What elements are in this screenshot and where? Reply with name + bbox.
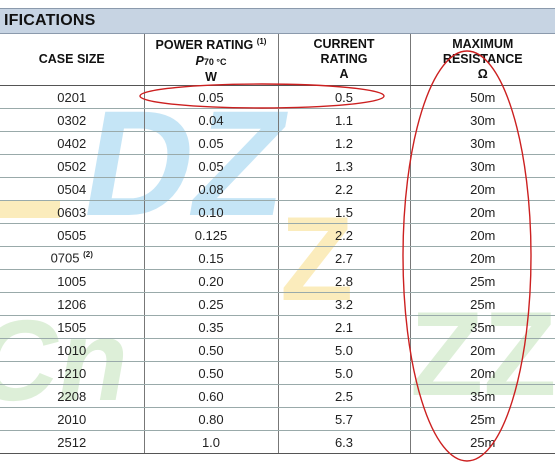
case-size-cell: 2512 [0,430,145,454]
power-rating-cell: 0.05 [144,85,279,109]
power-rating-cell: 0.60 [144,384,279,408]
current-rating-cell: 1.3 [278,154,411,178]
power-rating-cell: 0.80 [144,407,279,431]
case-size-cell: 0705 (2) [0,246,145,270]
table-row: 1206 0.25 3.2 25m [0,292,555,316]
case-size-cell: 1005 [0,269,145,293]
max-resistance-cell: 35m [410,384,555,408]
power-rating-cell: 0.50 [144,361,279,385]
current-rating-cell: 5.0 [278,338,411,362]
case-size-cell: 1505 [0,315,145,339]
max-resistance-cell: 35m [410,315,555,339]
case-size-cell: 0603 [0,200,145,224]
case-size-cell: 0504 [0,177,145,201]
power-rating-cell: 1.0 [144,430,279,454]
table-row: 0502 0.05 1.3 30m [0,154,555,178]
max-resistance-cell: 30m [410,108,555,132]
table-row: 1010 0.50 5.0 20m [0,338,555,362]
table-row: 0505 0.125 2.2 20m [0,223,555,247]
table-row: 0705 (2) 0.15 2.7 20m [0,246,555,270]
current-rating-cell: 5.0 [278,361,411,385]
max-resistance-cell: 20m [410,361,555,385]
max-resistance-cell: 20m [410,177,555,201]
case-size-cell: 0402 [0,131,145,155]
table-row: 2010 0.80 5.7 25m [0,407,555,431]
power-rating-cell: 0.04 [144,108,279,132]
case-size-cell: 0502 [0,154,145,178]
table-row: 1005 0.20 2.8 25m [0,269,555,293]
case-size-cell: 0505 [0,223,145,247]
max-resistance-cell: 20m [410,200,555,224]
specifications-table: CASE SIZE POWER RATING (1) P70 °C W CURR… [0,34,555,454]
section-title-bar: IFICATIONS [0,8,555,34]
power-rating-cell: 0.50 [144,338,279,362]
max-resistance-cell: 25m [410,292,555,316]
case-size-cell: 1010 [0,338,145,362]
current-rating-cell: 2.2 [278,177,411,201]
table-row: 2208 0.60 2.5 35m [0,384,555,408]
power-rating-cell: 0.05 [144,131,279,155]
current-rating-cell: 2.1 [278,315,411,339]
table-row: 0302 0.04 1.1 30m [0,108,555,132]
current-rating-cell: 1.2 [278,131,411,155]
case-size-cell: 1206 [0,292,145,316]
power-rating-cell: 0.15 [144,246,279,270]
section-title: IFICATIONS [4,12,96,29]
power-rating-cell: 0.05 [144,154,279,178]
table-row: 1505 0.35 2.1 35m [0,315,555,339]
case-size-cell: 2010 [0,407,145,431]
table-row: 2512 1.0 6.3 25m [0,430,555,454]
header-case-size: CASE SIZE [0,34,145,86]
max-resistance-cell: 25m [410,269,555,293]
max-resistance-cell: 20m [410,338,555,362]
power-rating-cell: 0.10 [144,200,279,224]
current-rating-cell: 0.5 [278,85,411,109]
header-current-rating: CURRENT RATING A [278,34,411,86]
header-maximum-resistance: MAXIMUM RESISTANCE Ω [410,34,555,86]
current-rating-cell: 1.5 [278,200,411,224]
header-power-rating: POWER RATING (1) P70 °C W [144,34,279,86]
current-rating-cell: 6.3 [278,430,411,454]
case-size-cell: 0302 [0,108,145,132]
power-rating-cell: 0.25 [144,292,279,316]
footnote-marker: (2) [83,250,93,260]
max-resistance-cell: 25m [410,430,555,454]
table-row: 0504 0.08 2.2 20m [0,177,555,201]
max-resistance-cell: 25m [410,407,555,431]
max-resistance-cell: 30m [410,131,555,155]
max-resistance-cell: 20m [410,246,555,270]
table-row: 1210 0.50 5.0 20m [0,361,555,385]
current-rating-cell: 1.1 [278,108,411,132]
power-rating-cell: 0.20 [144,269,279,293]
table-header-row: CASE SIZE POWER RATING (1) P70 °C W CURR… [0,34,555,86]
max-resistance-cell: 50m [410,85,555,109]
max-resistance-cell: 30m [410,154,555,178]
current-rating-cell: 5.7 [278,407,411,431]
current-rating-cell: 2.2 [278,223,411,247]
table-row: 0402 0.05 1.2 30m [0,131,555,155]
current-rating-cell: 3.2 [278,292,411,316]
current-rating-cell: 2.5 [278,384,411,408]
power-rating-cell: 0.08 [144,177,279,201]
case-size-cell: 2208 [0,384,145,408]
current-rating-cell: 2.7 [278,246,411,270]
max-resistance-cell: 20m [410,223,555,247]
table-row: 0603 0.10 1.5 20m [0,200,555,224]
table-row: 0201 0.05 0.5 50m [0,85,555,109]
power-rating-cell: 0.125 [144,223,279,247]
case-size-cell: 1210 [0,361,145,385]
current-rating-cell: 2.8 [278,269,411,293]
case-size-cell: 0201 [0,85,145,109]
power-rating-cell: 0.35 [144,315,279,339]
